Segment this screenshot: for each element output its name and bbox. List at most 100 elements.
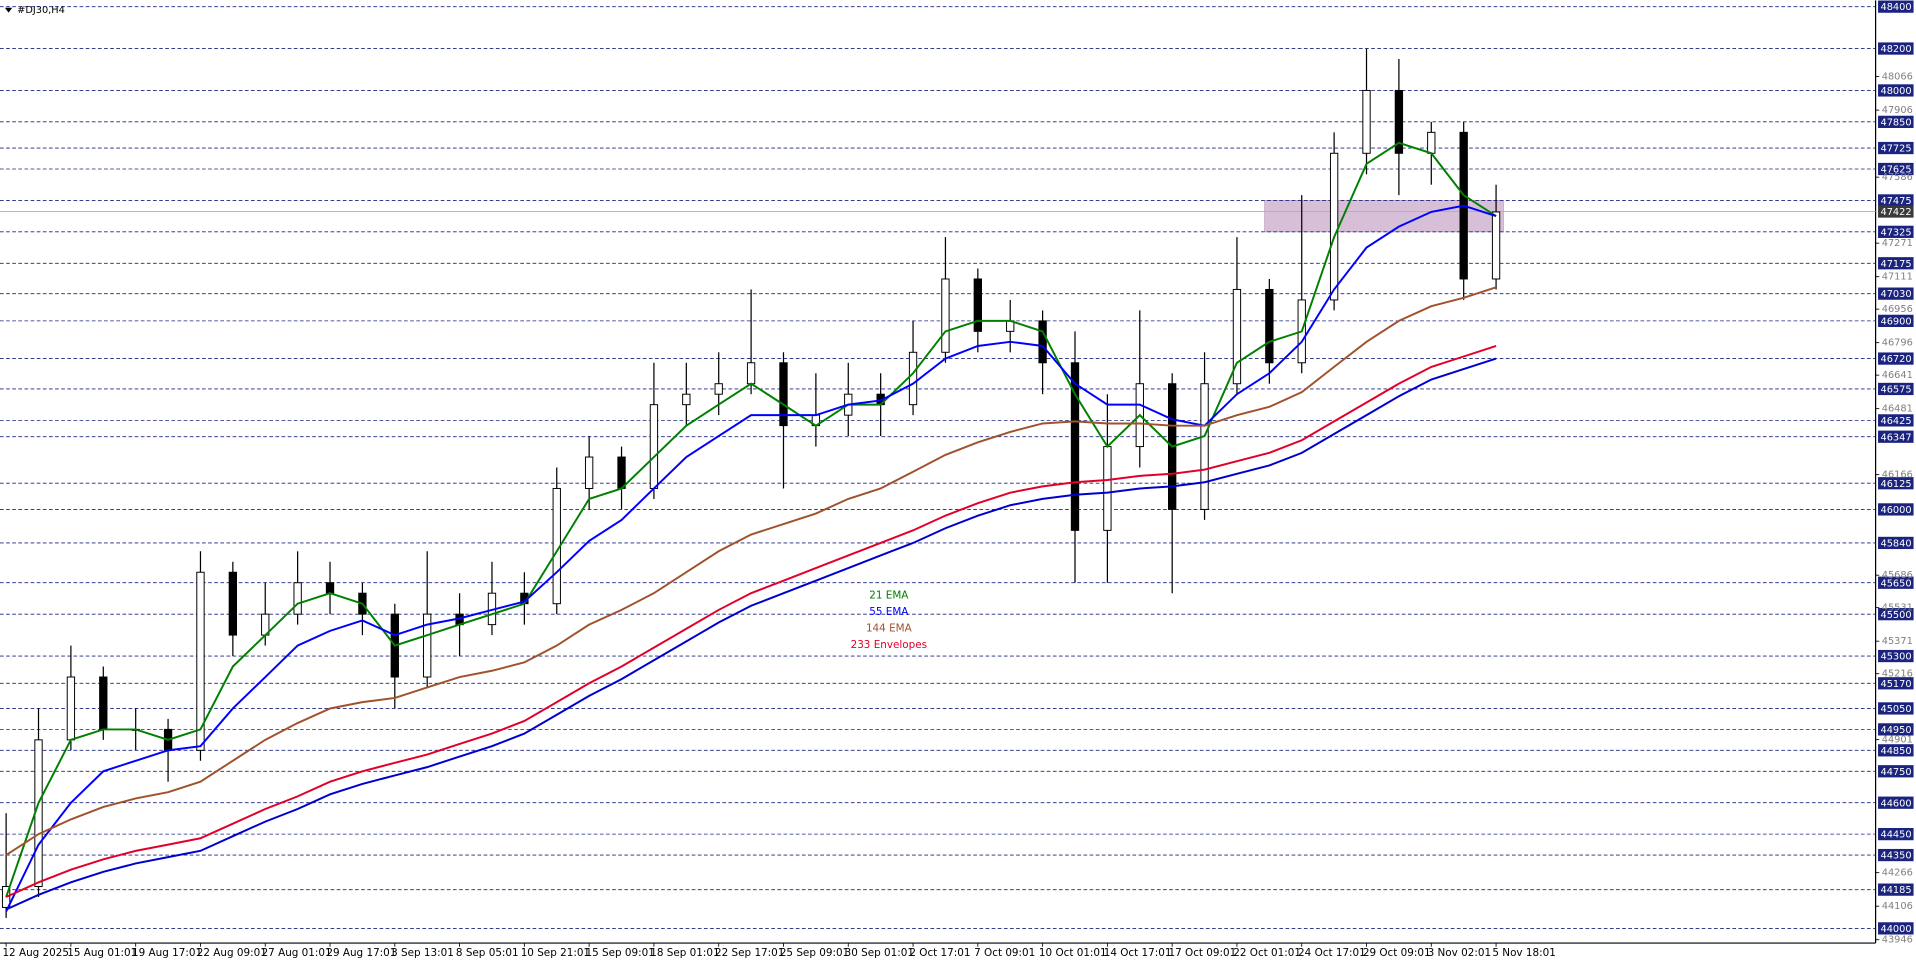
level-label-box [1878, 382, 1914, 396]
level-label: 46347 [1880, 432, 1911, 443]
candle-body [649, 404, 659, 489]
x-tick-label: 7 Oct 09:01 [974, 947, 1035, 959]
level-label-box [1878, 477, 1914, 490]
candle-body [584, 456, 594, 489]
level-label: 45050 [1880, 704, 1911, 715]
candle-body [196, 571, 205, 751]
level-label: 44600 [1880, 798, 1911, 809]
level-label-box [1878, 744, 1914, 757]
y-tick-label: 44266 [1882, 868, 1913, 879]
level-label-box [1878, 194, 1914, 207]
x-tick-label: 22 Aug 09:01 [197, 947, 267, 959]
candle-body [973, 278, 982, 332]
level-label-box [1878, 115, 1914, 128]
chart-title: #DJ30,H4 [17, 5, 65, 16]
menu-icon[interactable] [4, 7, 13, 13]
x-tick-label: 17 Oct 09:01 [1168, 947, 1236, 959]
candle-body [423, 613, 432, 678]
level-label: 45840 [1880, 539, 1911, 550]
x-tick-label: 10 Sep 21:01 [521, 947, 590, 959]
indicator-line [5, 345, 1497, 898]
candle-body [1491, 211, 1501, 280]
level-label-box [1878, 225, 1914, 238]
y-tick-label: 47111 [1882, 272, 1913, 283]
level-label: 46720 [1880, 354, 1911, 365]
level-label-box [1878, 723, 1914, 736]
level-label: 46575 [1880, 385, 1911, 396]
level-label: 45170 [1880, 679, 1911, 690]
current-price-box [1878, 205, 1914, 218]
candle-body [1362, 89, 1371, 154]
candle-body [1103, 446, 1112, 531]
level-label-box [1878, 257, 1914, 270]
x-tick-label: 3 Nov 02:01 [1428, 947, 1491, 959]
candle-body [1232, 288, 1242, 385]
level-label: 44185 [1880, 885, 1911, 896]
envelope-lower-line [5, 357, 1497, 911]
level-label-box [1878, 503, 1914, 516]
level-label-box [1878, 576, 1914, 589]
x-tick-label: 19 Aug 17:01 [132, 947, 202, 959]
x-tick-label: 25 Sep 09:01 [780, 947, 849, 959]
legend-entry: 21 EMA [869, 589, 909, 601]
level-label-box [1878, 796, 1914, 809]
indicator-line [5, 204, 1497, 913]
level-label-box [1878, 42, 1914, 55]
candle-body [1070, 362, 1080, 531]
x-tick-label: 30 Sep 01:01 [845, 947, 914, 959]
level-label-box [1878, 352, 1914, 365]
level-label-box [1878, 608, 1914, 621]
level-label-box [1878, 84, 1914, 97]
legend-entry: 233 Envelopes [851, 639, 927, 651]
level-label-box [1878, 883, 1914, 896]
x-tick-label: 22 Oct 01:01 [1233, 947, 1301, 959]
level-label: 46000 [1880, 505, 1911, 516]
candle-body [617, 456, 626, 489]
level-label: 47475 [1880, 196, 1911, 207]
level-label: 45500 [1880, 610, 1911, 621]
y-tick-label: 46166 [1882, 470, 1913, 481]
candle-body [941, 278, 950, 353]
candle-body [682, 393, 691, 406]
level-label: 44000 [1880, 924, 1911, 935]
current-price-label: 47422 [1880, 207, 1911, 218]
level-label-box [1878, 0, 1914, 13]
level-label-box [1878, 922, 1914, 935]
level-label-box [1878, 536, 1914, 550]
level-label-box [1878, 848, 1914, 862]
candle-body [1038, 320, 1047, 364]
level-label: 44950 [1880, 725, 1911, 736]
y-tick-label: 45216 [1882, 669, 1913, 680]
candle-body [779, 362, 788, 427]
indicator-line [5, 286, 1497, 856]
level-label: 46425 [1880, 416, 1911, 427]
y-tick-label: 46641 [1882, 370, 1913, 381]
level-label: 45650 [1880, 578, 1911, 589]
candle-body [325, 582, 335, 594]
level-label-box [1878, 414, 1914, 427]
level-label-box [1878, 430, 1914, 443]
y-tick-label: 45371 [1882, 636, 1913, 647]
level-label: 44350 [1880, 851, 1911, 862]
level-label: 46900 [1880, 316, 1911, 327]
y-tick-label: 45686 [1882, 570, 1913, 581]
x-tick-label: 22 Sep 17:01 [715, 947, 784, 959]
level-label-box [1878, 649, 1914, 663]
candle-body [908, 351, 918, 406]
y-tick-label: 48066 [1882, 72, 1913, 83]
y-tick-label: 47271 [1882, 238, 1913, 249]
y-tick-label: 44901 [1882, 735, 1913, 746]
y-tick-label: 46956 [1882, 304, 1913, 315]
candle-body [293, 582, 302, 615]
candle-body [1427, 131, 1436, 154]
x-tick-label: 15 Aug 01:01 [67, 947, 137, 959]
candle-body [66, 676, 76, 741]
level-label: 44750 [1880, 767, 1911, 778]
x-tick-label: 27 Aug 01:01 [262, 947, 332, 959]
candle-body [1200, 383, 1209, 510]
level-label: 47325 [1880, 227, 1911, 238]
x-tick-label: 18 Sep 01:01 [650, 947, 719, 959]
